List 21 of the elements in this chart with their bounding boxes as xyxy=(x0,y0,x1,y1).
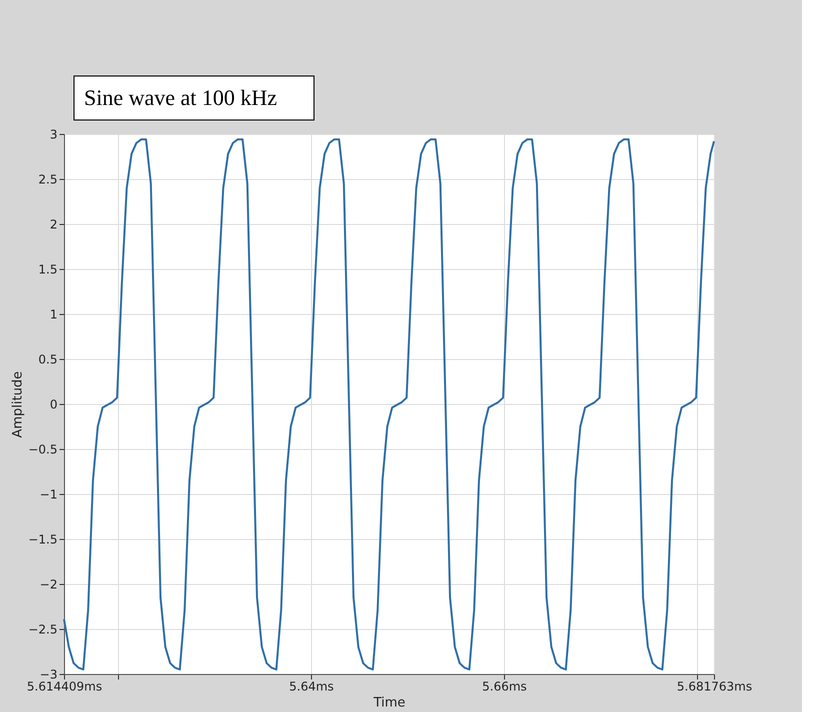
y-tick-label: 3 xyxy=(50,128,58,142)
y-tick-label: −2 xyxy=(40,578,58,592)
y-tick-label: 0.5 xyxy=(38,352,58,366)
y-tick-label: 1 xyxy=(50,308,58,322)
y-tick-label: 1.5 xyxy=(38,262,58,276)
x-tick-label: 5.681763ms xyxy=(676,680,752,694)
y-tick-label: 2.5 xyxy=(38,172,58,186)
x-tick-label: 5.66ms xyxy=(482,680,527,694)
y-tick-label: −1.5 xyxy=(28,532,58,546)
y-tick-label: 2 xyxy=(50,218,58,232)
y-tick-label: −3 xyxy=(40,668,58,682)
text: Sine wave at 100 kHz xyxy=(84,85,278,110)
y-tick-label: 0 xyxy=(50,398,58,412)
line-series xyxy=(63,138,715,670)
y-tick-label: −1 xyxy=(40,488,58,502)
y-tick-label: −2.5 xyxy=(28,622,58,636)
y-tick-label: −0.5 xyxy=(28,442,58,456)
y-axis-title: Amplitude xyxy=(10,371,26,438)
x-tick-label: 5.614409ms xyxy=(26,680,102,694)
x-axis-title: Time xyxy=(372,696,406,710)
x-tick-label: 5.64ms xyxy=(289,680,334,694)
